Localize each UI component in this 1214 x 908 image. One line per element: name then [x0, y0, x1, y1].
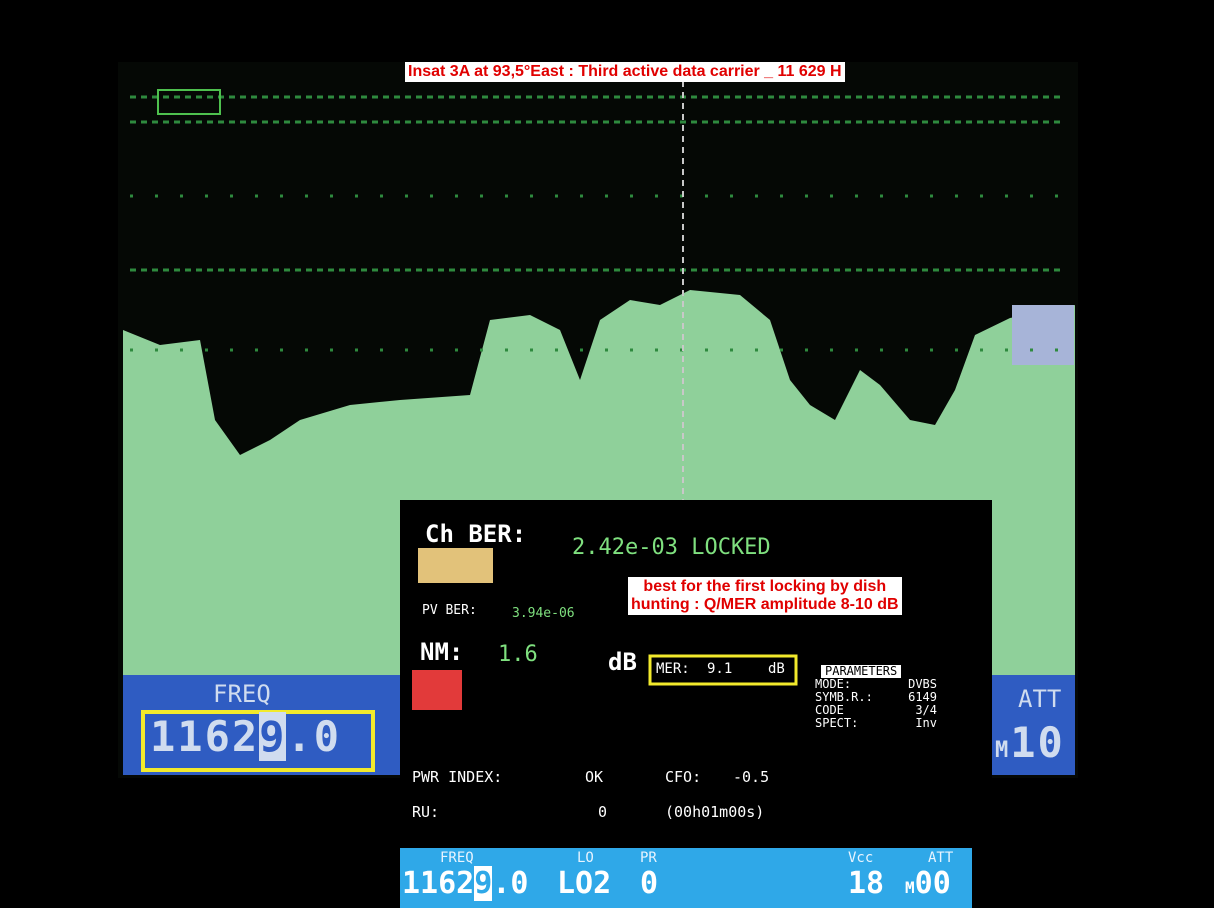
att-value: 10 — [1010, 718, 1065, 767]
bar-freq-decimal: .0 — [492, 866, 528, 901]
bar-att-prefix: M — [905, 878, 915, 897]
freq-digits: 1162 — [150, 712, 259, 761]
background — [0, 0, 1214, 908]
bar-freq: 11629.0 — [402, 866, 528, 901]
bar-pr: 0 — [640, 866, 658, 901]
ru: 0 — [598, 803, 607, 821]
freq-value: 11629.0 — [150, 712, 341, 761]
mer-label: MER: — [656, 661, 690, 677]
freq-label: FREQ — [213, 680, 271, 708]
nm-indicator — [412, 670, 462, 710]
annotation: Insat 3A at 93,5°East : Third active dat… — [405, 62, 845, 82]
pv-ber-label: PV BER: — [422, 603, 477, 618]
parameter-label: SPECT: — [815, 717, 877, 730]
bar-freq-cursor: 9 — [474, 866, 492, 901]
parameter-row: SPECT:Inv — [815, 717, 937, 730]
annotation-line: hunting : Q/MER amplitude 8-10 dB — [631, 596, 899, 614]
nm-unit: dB — [608, 648, 637, 676]
bar-label: Vcc — [848, 850, 873, 866]
ru-time: (00h01m00s) — [665, 803, 764, 821]
pv-ber: 3.94e-06 — [512, 606, 575, 621]
bar-label: LO — [577, 850, 594, 866]
att-prefix: M — [995, 738, 1010, 763]
bar-vcc: 18 — [848, 866, 884, 901]
bar-label: PR — [640, 850, 657, 866]
ch-ber-label: Ch BER: — [425, 520, 526, 548]
bar-lo: LO2 — [557, 866, 611, 901]
att-label: ATT — [1018, 685, 1061, 713]
cfo-label: CFO: — [665, 768, 701, 786]
pwr-index-label: PWR INDEX: — [412, 768, 502, 786]
bar-att: 00 — [915, 866, 951, 901]
pwr-index: OK — [585, 768, 603, 786]
freq-cursor: 9 — [259, 712, 286, 761]
page: Insat 3A at 93,5°East : Third active dat… — [0, 0, 1214, 908]
spectrum-edge — [1012, 305, 1074, 365]
mer: 9.1 — [707, 661, 732, 677]
parameter-value: Inv — [877, 717, 937, 730]
nm: 1.6 — [498, 642, 538, 667]
bar-label: FREQ — [440, 850, 474, 866]
ru-label: RU: — [412, 803, 439, 821]
cfo: -0.5 — [733, 768, 769, 786]
ch-ber: 2.42e-03 LOCKED — [572, 535, 771, 560]
annotation-line: best for the first locking by dish — [631, 578, 899, 596]
freq-decimal: .0 — [286, 712, 341, 761]
bar-freq-digits: 1162 — [402, 866, 474, 901]
mer-unit: dB — [768, 661, 785, 677]
ber-indicator — [418, 548, 493, 583]
bar-label: ATT — [928, 850, 953, 866]
nm-label: NM: — [420, 638, 463, 666]
